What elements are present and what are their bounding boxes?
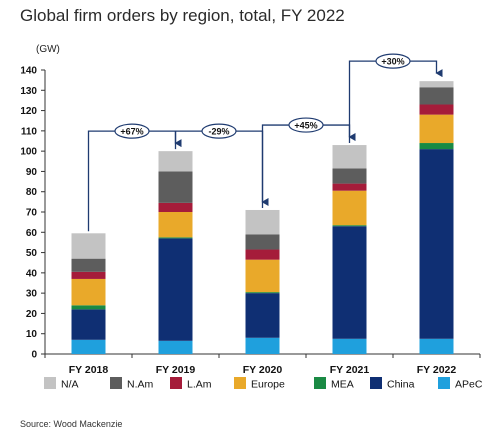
bar-segment-mea <box>245 292 280 294</box>
bar-segment-n-am <box>158 171 193 203</box>
change-badge <box>114 123 150 139</box>
legend-swatch <box>314 377 326 389</box>
bar-segment-l-am <box>332 183 367 191</box>
y-tick-label: 40 <box>26 268 38 279</box>
y-tick-label: 70 <box>26 208 38 219</box>
y-tick-label: 60 <box>26 228 38 239</box>
legend-label: N/A <box>61 379 79 391</box>
legend-swatch <box>438 377 450 389</box>
legend-label: N.Am <box>127 379 154 391</box>
bar-segment-china <box>332 226 367 339</box>
legend-swatch <box>370 377 382 389</box>
y-tick-label: 140 <box>20 66 37 77</box>
bar-segment-l-am <box>71 271 106 279</box>
legend-label: L.Am <box>187 379 212 391</box>
change-label: +45% <box>294 120 317 130</box>
change-badge <box>375 53 411 69</box>
x-tick-label: FY 2022 <box>417 364 457 376</box>
legend-label: China <box>387 379 415 391</box>
bar-segment-europe <box>71 278 106 306</box>
y-tick-label: 0 <box>31 350 37 361</box>
y-tick-label: 120 <box>20 106 37 117</box>
bar-segment-apec <box>71 339 106 354</box>
bar-segment-l-am <box>419 104 454 115</box>
bar-segment-l-am <box>158 202 193 212</box>
x-tick-label: FY 2019 <box>156 364 196 376</box>
change-badge <box>201 123 237 139</box>
bar-segment-mea <box>419 143 454 150</box>
bar-segment-china <box>419 149 454 339</box>
y-tick-label: 90 <box>26 167 38 178</box>
legend-swatch <box>110 377 122 389</box>
bar-segment-mea <box>332 225 367 227</box>
legend-label: APeC <box>455 379 483 391</box>
y-tick-label: 50 <box>26 248 38 259</box>
x-tick-label: FY 2018 <box>69 364 109 376</box>
bar-segment-n-am <box>245 234 280 250</box>
bar-segment-apec <box>245 337 280 354</box>
legend-label: Europe <box>251 379 285 391</box>
y-tick-label: 100 <box>20 147 37 158</box>
y-tick-label: 30 <box>26 289 38 300</box>
bar-segment-n-a <box>332 145 367 169</box>
bar-segment-n-a <box>158 151 193 172</box>
y-tick-label: 130 <box>20 86 37 97</box>
bar-segment-europe <box>419 114 454 144</box>
y-tick-label: 10 <box>26 329 38 340</box>
bar-segment-n-a <box>419 81 454 88</box>
bar-segment-china <box>158 238 193 341</box>
chart-title: Global firm orders by region, total, FY … <box>20 6 345 25</box>
y-axis-label: (GW) <box>36 44 60 55</box>
bar-segment-china <box>71 309 106 340</box>
bar-segment-europe <box>158 212 193 238</box>
bar-segment-china <box>245 293 280 338</box>
bar-segment-mea <box>71 305 106 310</box>
bar-segment-n-am <box>332 168 367 184</box>
y-tick-label: 80 <box>26 187 38 198</box>
bar-segment-apec <box>332 338 367 354</box>
bar-segment-n-a <box>71 233 106 259</box>
x-tick-label: FY 2021 <box>330 364 370 376</box>
bar-segment-apec <box>419 338 454 354</box>
bar-segment-n-am <box>71 258 106 272</box>
change-label: +67% <box>120 126 143 136</box>
bar-segment-europe <box>245 259 280 293</box>
bar-segment-n-a <box>245 209 280 235</box>
bar-segment-apec <box>158 340 193 354</box>
y-tick-label: 20 <box>26 309 38 320</box>
y-tick-label: 110 <box>21 126 38 137</box>
change-label: +30% <box>381 56 404 66</box>
bar-segment-mea <box>158 237 193 239</box>
change-badge <box>288 117 324 133</box>
change-label: -29% <box>208 126 229 136</box>
bar-segment-europe <box>332 190 367 226</box>
legend-swatch <box>234 377 246 389</box>
legend-swatch <box>170 377 182 389</box>
source-note: Source: Wood Mackenzie <box>20 419 123 429</box>
x-tick-label: FY 2020 <box>243 364 283 376</box>
bar-segment-n-am <box>419 87 454 105</box>
legend-label: MEA <box>331 379 354 391</box>
legend-swatch <box>44 377 56 389</box>
bar-segment-l-am <box>245 249 280 260</box>
